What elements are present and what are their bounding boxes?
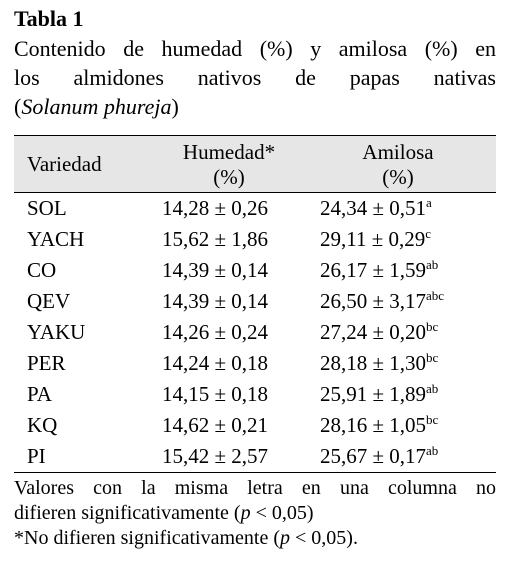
cell-variedad: CO <box>27 258 57 282</box>
header-humedad-unit: (%) <box>213 165 245 189</box>
species-name: Solanum phureja <box>21 94 172 119</box>
table-top-rule <box>14 135 496 136</box>
amilosa-value: 26,17 ± 1,59 <box>320 258 427 282</box>
significance-letter: c <box>425 226 432 241</box>
significance-letter: a <box>426 195 432 210</box>
cell-variedad: PI <box>27 444 46 468</box>
table-header: Variedad Humedad* (%) Amilosa (%) <box>14 136 496 193</box>
cell-amilosa: 25,67 ± 0,17ab <box>320 441 496 472</box>
table-row: QEV 14,39 ± 0,14 26,50 ± 3,17abc <box>14 286 496 317</box>
cell-variedad: YAKU <box>27 320 86 344</box>
amilosa-value: 26,50 ± 3,17 <box>320 289 427 313</box>
cell-variedad: YACH <box>27 227 85 251</box>
table-caption: Contenido de humedad (%) y amilosa (%) e… <box>14 34 496 121</box>
cell-variedad: PA <box>27 382 52 406</box>
significance-letter: ab <box>426 257 439 272</box>
caption-paren-close: ) <box>171 94 179 119</box>
significance-letter: ab <box>426 443 439 458</box>
note-line-3-post: < 0,05). <box>290 527 358 549</box>
cell-humedad: 14,26 ± 0,24 <box>162 320 269 344</box>
cell-variedad: PER <box>27 351 66 375</box>
table-body: SOL 14,28 ± 0,26 24,34 ± 0,51a YACH 15,62 ± … <box>14 193 496 472</box>
note-line-1: Valores con la misma letra en una column… <box>14 477 496 499</box>
note-line-3-pre: *No difieren significativamente ( <box>14 527 281 549</box>
cell-amilosa: 29,11 ± 0,29c <box>320 224 496 255</box>
table-row: SOL 14,28 ± 0,26 24,34 ± 0,51a <box>14 193 496 224</box>
caption-paren-open: ( <box>14 94 22 119</box>
table-row: YACH 15,62 ± 1,86 29,11 ± 0,29c <box>14 224 496 255</box>
significance-letter: bc <box>426 319 439 334</box>
cell-humedad: 15,42 ± 2,57 <box>162 444 269 468</box>
table-row: KQ 14,62 ± 0,21 28,16 ± 1,05bc <box>14 410 496 441</box>
header-humedad-label: Humedad* <box>182 140 276 164</box>
note-line-2-pre: difieren significativamente ( <box>14 502 241 524</box>
cell-variedad: SOL <box>27 196 67 220</box>
amilosa-value: 25,67 ± 0,17 <box>320 444 427 468</box>
amilosa-value: 28,16 ± 1,05 <box>320 413 427 437</box>
cell-humedad: 14,39 ± 0,14 <box>162 289 269 313</box>
table-bottom-rule <box>14 472 496 473</box>
cell-humedad: 14,39 ± 0,14 <box>162 258 269 282</box>
amilosa-value: 24,34 ± 0,51 <box>320 196 427 220</box>
table-row: PA 14,15 ± 0,18 25,91 ± 1,89ab <box>14 379 496 410</box>
table-row: YAKU 14,26 ± 0,24 27,24 ± 0,20bc <box>14 317 496 348</box>
amilosa-value: 27,24 ± 0,20 <box>320 320 427 344</box>
note-line-2: difieren significativamente (p < 0,05) <box>14 501 496 526</box>
cell-amilosa: 27,24 ± 0,20bc <box>320 317 496 348</box>
note-line-3: *No difieren significativamente (p < 0,0… <box>14 526 496 551</box>
caption-line-2: los almidones nativos de papas nativas <box>14 65 496 90</box>
significance-letter: ab <box>426 381 439 396</box>
note-line-2-p: p <box>240 502 251 524</box>
table-notes: Valores con la misma letra en una column… <box>14 476 496 551</box>
cell-humedad: 15,62 ± 1,86 <box>162 227 269 251</box>
header-amilosa-unit: (%) <box>382 165 414 189</box>
significance-letter: bc <box>426 412 439 427</box>
header-amilosa: Amilosa (%) <box>332 140 464 190</box>
significance-letter: bc <box>426 350 439 365</box>
cell-amilosa: 26,17 ± 1,59ab <box>320 255 496 286</box>
header-amilosa-label: Amilosa <box>362 140 434 164</box>
cell-humedad: 14,24 ± 0,18 <box>162 351 269 375</box>
table-row: CO 14,39 ± 0,14 26,17 ± 1,59ab <box>14 255 496 286</box>
caption-line-3: (Solanum phureja) <box>14 92 496 121</box>
table-title: Tabla 1 <box>14 6 84 31</box>
header-humedad: Humedad* (%) <box>166 140 292 190</box>
header-variedad: Variedad <box>27 152 102 176</box>
cell-variedad: QEV <box>27 289 71 313</box>
cell-humedad: 14,28 ± 0,26 <box>162 196 269 220</box>
table-row: PI 15,42 ± 2,57 25,67 ± 0,17ab <box>14 441 496 472</box>
note-line-3-p: p <box>280 527 291 549</box>
caption-line-1: Contenido de humedad (%) y amilosa (%) e… <box>14 36 496 61</box>
cell-amilosa: 24,34 ± 0,51a <box>320 193 496 224</box>
cell-amilosa: 28,16 ± 1,05bc <box>320 410 496 441</box>
table-row: PER 14,24 ± 0,18 28,18 ± 1,30bc <box>14 348 496 379</box>
data-table: Variedad Humedad* (%) Amilosa (%) SOL 14,… <box>14 135 496 473</box>
cell-humedad: 14,62 ± 0,21 <box>162 413 269 437</box>
cell-amilosa: 26,50 ± 3,17abc <box>320 286 496 317</box>
cell-amilosa: 25,91 ± 1,89ab <box>320 379 496 410</box>
amilosa-value: 29,11 ± 0,29 <box>320 227 426 251</box>
amilosa-value: 28,18 ± 1,30 <box>320 351 427 375</box>
cell-variedad: KQ <box>27 413 58 437</box>
note-line-2-post: < 0,05) <box>250 502 314 524</box>
cell-amilosa: 28,18 ± 1,30bc <box>320 348 496 379</box>
significance-letter: abc <box>426 288 445 303</box>
cell-humedad: 14,15 ± 0,18 <box>162 382 269 406</box>
amilosa-value: 25,91 ± 1,89 <box>320 382 427 406</box>
